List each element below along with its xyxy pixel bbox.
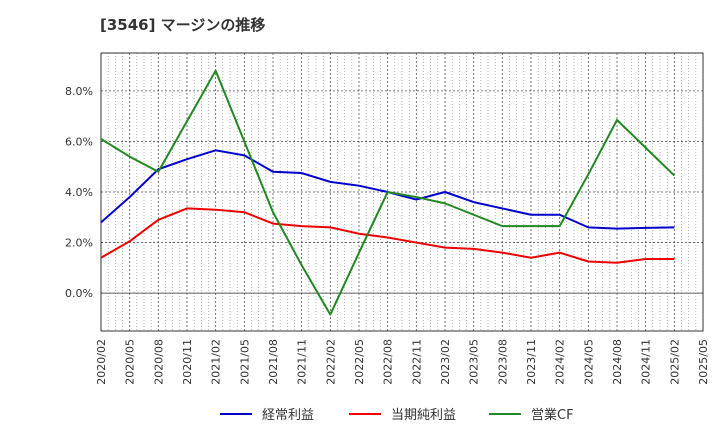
x-tick-label: 2023/11	[525, 339, 538, 385]
x-tick-label: 2025/05	[697, 339, 710, 385]
x-tick-label: 2024/05	[582, 339, 595, 385]
x-tick-label: 2022/02	[324, 339, 337, 385]
legend: 経常利益 当期純利益 営業CF	[220, 407, 574, 423]
x-tick-label: 2023/08	[496, 339, 509, 385]
x-tick-label: 2022/08	[382, 339, 395, 385]
legend-label: 当期純利益	[391, 408, 456, 423]
x-tick-label: 2021/05	[238, 339, 251, 385]
x-tick-label: 2021/08	[267, 339, 280, 385]
legend-label: 経常利益	[262, 408, 314, 423]
x-tick-label: 2020/02	[95, 339, 108, 385]
axes	[100, 52, 704, 332]
series-line	[100, 207, 675, 264]
x-tick-label: 2020/05	[124, 339, 137, 385]
x-tick-label: 2024/11	[640, 339, 653, 385]
x-tick-label: 2023/02	[439, 339, 452, 385]
x-tick-label: 2021/11	[296, 339, 309, 385]
y-tick-label: 4.0%	[65, 186, 93, 199]
chart-title: [3546] マージンの推移	[100, 16, 266, 34]
x-tick-label: 2020/11	[181, 339, 194, 385]
x-tick-label: 2024/02	[554, 339, 567, 385]
y-tick-label: 0.0%	[65, 287, 93, 300]
x-tick-label: 2020/08	[152, 339, 165, 385]
series-line	[100, 69, 676, 316]
x-tick-label: 2024/08	[611, 339, 624, 385]
series-layer	[100, 69, 676, 316]
y-tick-label: 8.0%	[65, 85, 93, 98]
grid-lines	[101, 53, 703, 331]
legend-label: 営業CF	[531, 407, 574, 423]
x-tick-label: 2022/11	[410, 339, 423, 385]
x-tick-label: 2021/02	[210, 339, 223, 385]
y-tick-label: 2.0%	[65, 237, 93, 250]
plot-frame	[100, 52, 704, 332]
tick-labels: 0.0% 2.0% 4.0% 6.0% 8.0% 2020/02 2020/05 2020/0…	[65, 85, 710, 385]
y-tick-label: 6.0%	[65, 135, 93, 148]
x-tick-label: 2025/02	[668, 339, 681, 385]
x-tick-label: 2023/05	[468, 339, 481, 385]
x-tick-label: 2022/05	[353, 339, 366, 385]
